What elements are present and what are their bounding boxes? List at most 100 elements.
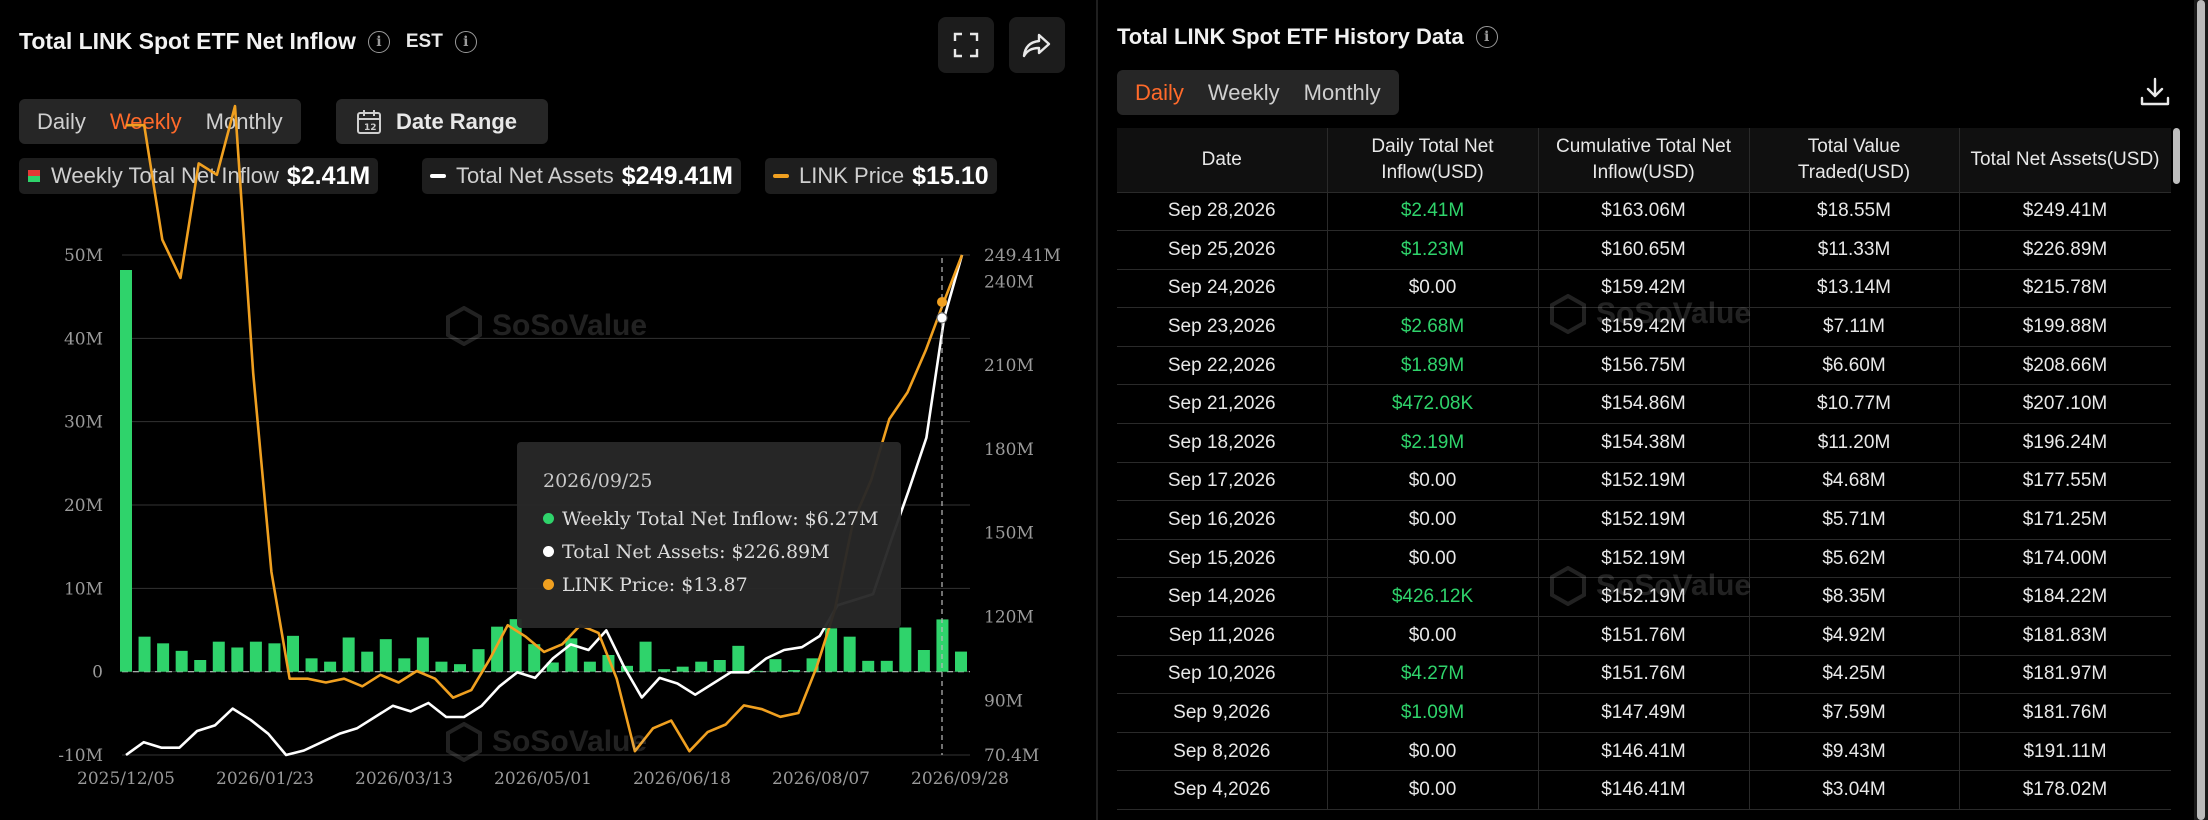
tab-daily[interactable]: Daily	[37, 108, 86, 134]
net-inflow-panel: Total LINK Spot ETF Net Inflow i EST i D…	[0, 0, 1096, 820]
right-axis-tick: 90M	[984, 691, 1023, 711]
net-assets-cell: $177.55M	[1959, 462, 2171, 502]
daily-inflow-cell: $2.41M	[1327, 192, 1539, 232]
header-cumulative-inflow[interactable]: Cumulative Total Net Inflow(USD)	[1538, 128, 1750, 193]
table-row[interactable]: Sep 9,2026 $1.09M $147.49M $7.59M $181.76M	[1117, 693, 2171, 733]
right-axis-tick: 180M	[984, 440, 1034, 460]
page-scrollbar-thumb[interactable]	[2197, 0, 2205, 820]
history-table-wrap[interactable]: Date Daily Total Net Inflow(USD) Cumulat…	[1117, 128, 2171, 820]
table-row[interactable]: Sep 15,2026 $0.00 $152.19M $5.62M $174.00M	[1117, 539, 2171, 579]
table-watermark-text-lower: SoSoValue	[1596, 569, 1752, 602]
tooltip-price: LINK Price: $13.87	[562, 573, 748, 596]
history-period-tabs: Daily Weekly Monthly	[1117, 70, 1399, 115]
table-header-row: Date Daily Total Net Inflow(USD) Cumulat…	[1117, 128, 2171, 193]
right-axis-tick: 150M	[984, 524, 1034, 544]
history-info-icon[interactable]: i	[1475, 26, 1498, 48]
share-button[interactable]	[1009, 17, 1065, 73]
right-axis-tick: 249.41M	[984, 246, 1061, 266]
table-row[interactable]: Sep 28,2026 $2.41M $163.06M $18.55M $249.41M	[1117, 192, 2171, 232]
inflow-bar	[695, 661, 708, 672]
header-daily-inflow[interactable]: Daily Total Net Inflow(USD)	[1327, 128, 1539, 193]
inflow-bar	[713, 660, 726, 672]
inflow-bar	[880, 660, 893, 672]
header-date[interactable]: Date	[1117, 128, 1328, 193]
date-cell: Sep 22,2026	[1117, 346, 1328, 386]
header-net-assets[interactable]: Total Net Assets(USD)	[1959, 128, 2171, 193]
table-row[interactable]: Sep 16,2026 $0.00 $152.19M $5.71M $171.25M	[1117, 500, 2171, 540]
inflow-bar	[305, 658, 318, 672]
chart-title: Total LINK Spot ETF Net Inflow	[19, 28, 356, 54]
tab-monthly[interactable]: Monthly	[205, 108, 283, 134]
daily-inflow-cell: $4.27M	[1327, 655, 1539, 695]
value-traded-cell: $11.20M	[1749, 423, 1960, 463]
inflow-bar	[732, 645, 745, 672]
date-cell: Sep 11,2026	[1117, 616, 1328, 656]
x-axis-tick: 2026/03/13	[355, 769, 453, 789]
inflow-bar	[658, 669, 671, 672]
table-row[interactable]: Sep 14,2026 $426.12K $152.19M $8.35M $184.22…	[1117, 577, 2171, 618]
net-inflow-chart[interactable]: 50M 40M 30M 20M 10M 0 -10M 249.41M 240M 210M 180M 1…	[0, 0, 1096, 800]
legend-price[interactable]: LINK Price $15.10	[765, 158, 997, 194]
history-title: Total LINK Spot ETF History Data	[1117, 24, 1464, 49]
fullscreen-button[interactable]	[938, 17, 994, 73]
header-value-traded[interactable]: Total Value Traded(USD)	[1749, 128, 1960, 193]
inflow-legend-icon	[28, 170, 40, 182]
inflow-bar	[472, 649, 485, 672]
net-assets-cell: $181.97M	[1959, 655, 2171, 695]
table-row[interactable]: Sep 10,2026 $4.27M $151.76M $4.25M $181.97M	[1117, 655, 2171, 695]
table-row[interactable]: Sep 24,2026 $0.00 $159.42M $13.14M $215.78M	[1117, 269, 2171, 309]
info-icon[interactable]: i	[367, 30, 390, 53]
history-tab-daily[interactable]: Daily	[1135, 79, 1184, 105]
table-row[interactable]: Sep 18,2026 $2.19M $154.38M $11.20M $196.24M	[1117, 423, 2171, 463]
assets-legend-swatch	[430, 174, 446, 178]
table-body: Sep 28,2026 $2.41M $163.06M $18.55M $249.41M…	[1117, 192, 2171, 810]
chart-header: Total LINK Spot ETF Net Inflow i EST i	[19, 28, 477, 55]
x-axis-tick: 2026/09/28	[911, 769, 1009, 789]
share-icon	[1022, 33, 1051, 58]
legend-inflow-value: $2.41M	[286, 161, 371, 190]
daily-inflow-cell: $0.00	[1327, 770, 1539, 810]
daily-inflow-cell: $2.19M	[1327, 423, 1539, 463]
net-assets-cell: $184.22M	[1959, 577, 2171, 618]
legend-assets[interactable]: Total Net Assets $249.41M	[422, 158, 741, 194]
table-scrollbar[interactable]	[2173, 128, 2180, 184]
table-row[interactable]: Sep 21,2026 $472.08K $154.86M $10.77M $207.1…	[1117, 384, 2171, 425]
watermark-text-bottom: SoSoValue	[492, 725, 648, 758]
timezone-info-icon[interactable]: i	[454, 30, 477, 53]
right-axis-tick: 120M	[984, 607, 1034, 627]
left-axis-tick: 30M	[64, 413, 103, 433]
net-assets-cell: $181.83M	[1959, 616, 2171, 656]
daily-inflow-cell: $426.12K	[1327, 577, 1539, 618]
download-icon[interactable]	[2139, 76, 2171, 108]
history-tab-monthly[interactable]: Monthly	[1303, 79, 1381, 105]
table-row[interactable]: Sep 4,2026 $0.00 $146.41M $3.04M $178.02M	[1117, 770, 2171, 810]
inflow-bar	[379, 639, 392, 672]
table-row[interactable]: Sep 25,2026 $1.23M $160.65M $11.33M $226.89M	[1117, 230, 2171, 270]
x-axis-tick: 2025/12/05	[77, 769, 175, 789]
date-range-button[interactable]: 12 Date Range	[336, 99, 548, 144]
inflow-bar	[398, 658, 411, 672]
legend-assets-label: Total Net Assets	[456, 163, 614, 188]
table-row[interactable]: Sep 8,2026 $0.00 $146.41M $9.43M $191.11M	[1117, 732, 2171, 772]
cumulative-inflow-cell: $151.76M	[1538, 616, 1750, 656]
inflow-bar	[212, 641, 225, 672]
x-axis-tick: 2026/05/01	[494, 769, 592, 789]
cumulative-inflow-cell: $163.06M	[1538, 192, 1750, 232]
page-scrollbar[interactable]	[2194, 0, 2208, 820]
table-row[interactable]: Sep 23,2026 $2.68M $159.42M $7.11M $199.88M	[1117, 307, 2171, 347]
net-assets-cell: $199.88M	[1959, 307, 2171, 347]
inflow-bar	[788, 670, 800, 672]
table-row[interactable]: Sep 17,2026 $0.00 $152.19M $4.68M $177.55M	[1117, 462, 2171, 502]
cumulative-inflow-cell: $146.41M	[1538, 770, 1750, 810]
table-row[interactable]: Sep 11,2026 $0.00 $151.76M $4.92M $181.83M	[1117, 616, 2171, 656]
table-row[interactable]: Sep 22,2026 $1.89M $156.75M $6.60M $208.66M	[1117, 346, 2171, 386]
calendar-icon: 12	[357, 109, 381, 134]
value-traded-cell: $9.43M	[1749, 732, 1960, 772]
daily-inflow-cell: $1.23M	[1327, 230, 1539, 270]
daily-inflow-cell: $0.00	[1327, 462, 1539, 502]
daily-inflow-cell: $0.00	[1327, 616, 1539, 656]
inflow-bar	[750, 670, 763, 672]
history-tab-weekly[interactable]: Weekly	[1207, 79, 1280, 105]
inflow-bar	[676, 666, 689, 672]
inflow-bar	[342, 637, 355, 672]
